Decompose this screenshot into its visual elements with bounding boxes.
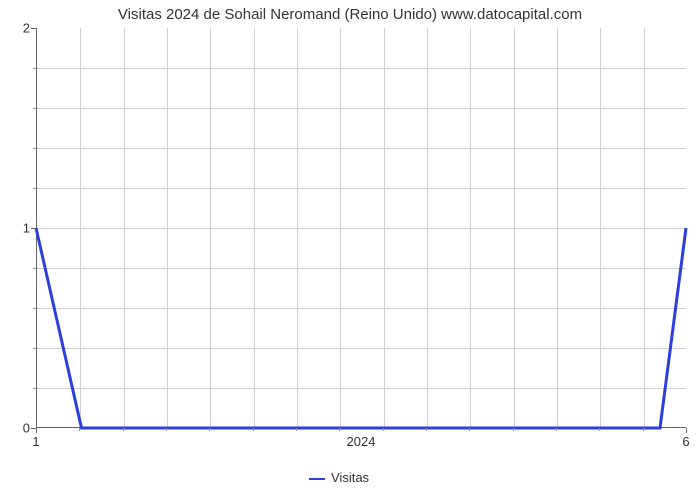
x-minor-tick [513,428,514,431]
y-minor-tick [33,68,36,69]
x-minor-tick [166,428,167,431]
y-tick-label: 0 [16,421,30,436]
y-minor-tick [33,268,36,269]
legend-label: Visitas [331,470,369,485]
y-minor-tick [33,188,36,189]
x-minor-tick [426,428,427,431]
x-minor-tick [599,428,600,431]
x-minor-tick [643,428,644,431]
x-tick-label: 6 [682,434,689,449]
x-minor-tick [383,428,384,431]
legend: Visitas [309,470,369,485]
x-tick-label: 1 [32,434,39,449]
x-minor-tick [253,428,254,431]
y-tick [31,28,36,29]
y-minor-tick [33,148,36,149]
legend-marker [309,478,325,480]
y-minor-tick [33,308,36,309]
y-minor-tick [33,388,36,389]
y-minor-tick [33,108,36,109]
x-tick [36,428,37,433]
x-minor-tick [79,428,80,431]
x-minor-tick [123,428,124,431]
chart-title: Visitas 2024 de Sohail Neromand (Reino U… [0,0,700,23]
line-series [36,28,686,428]
x-axis-label: 2024 [347,434,376,449]
x-minor-tick [556,428,557,431]
x-tick [686,428,687,433]
y-tick [31,228,36,229]
chart-container: Visitas 2024 de Sohail Neromand (Reino U… [0,0,700,500]
y-tick-label: 1 [16,221,30,236]
y-minor-tick [33,348,36,349]
x-minor-tick [339,428,340,431]
x-minor-tick [209,428,210,431]
series-line [36,228,686,428]
x-minor-tick [469,428,470,431]
x-minor-tick [296,428,297,431]
y-tick-label: 2 [16,21,30,36]
